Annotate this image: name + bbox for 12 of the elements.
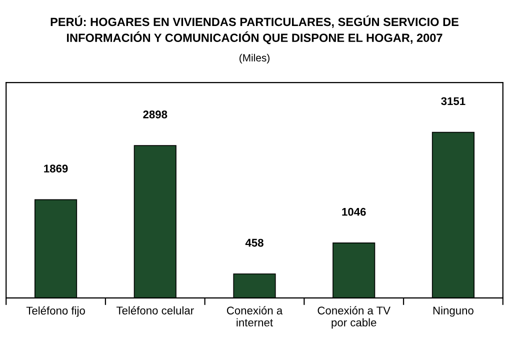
data-label: 3151 [441,97,466,106]
chart-title: PERÚ: HOGARES EN VIVIENDAS PARTICULARES, SEGÚN SERVICIO DE INFORMACIÓN Y COMUNICACIÓN QUE DISPONE EL HOGAR, 2007 [50,16,458,44]
data-label: 2898 [143,110,168,118]
x-tick-label: Conexión a TV por cable [318,306,390,329]
data-label: 1869 [44,164,68,172]
x-tick-label: Teléfono fijo [26,306,85,317]
x-tick-label: Teléfono celular [116,306,194,314]
chart-subtitle: (Miles) [240,54,270,64]
x-tick-label: Ninguno [433,306,474,317]
data-label: 458 [245,238,264,247]
x-tick-label: Conexión a internet [226,306,283,326]
data-label: 1046 [342,208,366,216]
